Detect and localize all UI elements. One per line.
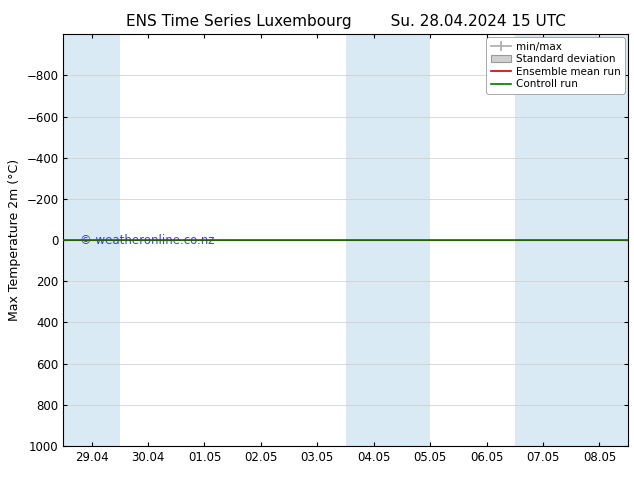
Bar	[63, 34, 120, 446]
Bar	[346, 34, 402, 446]
Y-axis label: Max Temperature 2m (°C): Max Temperature 2m (°C)	[8, 159, 21, 321]
Legend: min/max, Standard deviation, Ensemble mean run, Controll run: min/max, Standard deviation, Ensemble me…	[486, 37, 624, 94]
Text: © weatheronline.co.nz: © weatheronline.co.nz	[81, 234, 215, 246]
Title: ENS Time Series Luxembourg        Su. 28.04.2024 15 UTC: ENS Time Series Luxembourg Su. 28.04.202…	[126, 14, 566, 29]
Bar	[402, 34, 430, 446]
Bar	[515, 34, 628, 446]
